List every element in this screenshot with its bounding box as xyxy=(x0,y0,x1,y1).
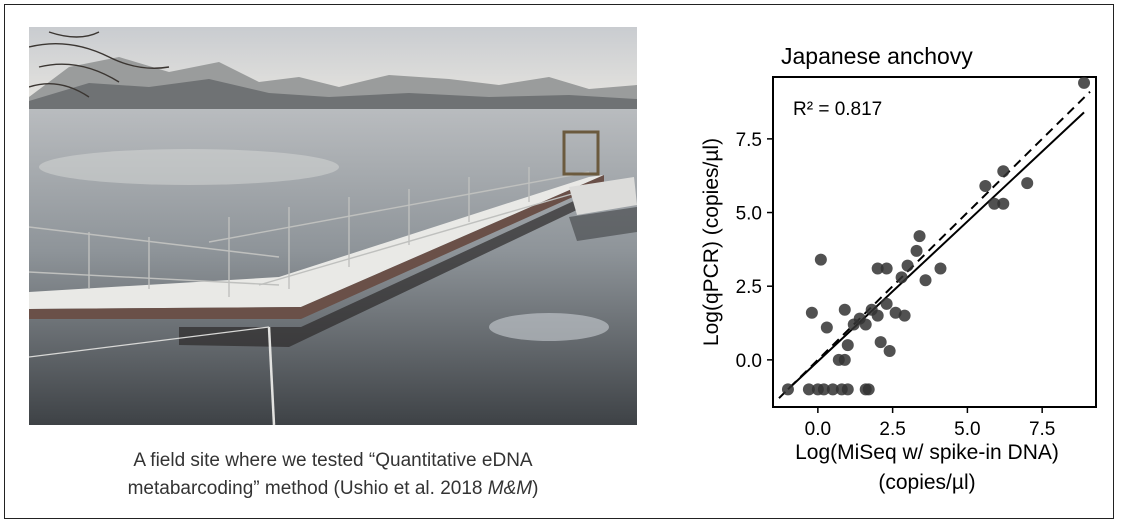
identity-dashed-line xyxy=(778,91,1091,399)
data-point xyxy=(988,197,1001,210)
y-tick-label: 7.5 xyxy=(736,130,762,151)
data-point xyxy=(841,339,854,352)
data-point xyxy=(880,262,893,275)
data-point xyxy=(838,353,851,366)
data-point xyxy=(874,336,887,349)
x-axis-label-line-1: Log(MiSeq w/ spike-in DNA) xyxy=(795,441,1059,464)
field-site-photo xyxy=(29,27,637,425)
y-tick-label: 0.0 xyxy=(736,351,762,372)
photo-caption: A field site where we tested “Quantitati… xyxy=(29,447,637,503)
data-point xyxy=(841,383,854,396)
data-point xyxy=(838,303,851,316)
data-point xyxy=(871,309,884,322)
data-point xyxy=(913,230,926,243)
figure-frame: A field site where we tested “Quantitati… xyxy=(4,4,1114,519)
caption-line-2-suffix: ) xyxy=(532,478,539,499)
data-point xyxy=(979,180,992,193)
caption-line-1: A field site where we tested “Quantitati… xyxy=(133,450,533,471)
data-point xyxy=(826,383,839,396)
data-point xyxy=(997,197,1010,210)
data-point xyxy=(820,321,833,334)
data-point xyxy=(934,262,947,275)
data-point xyxy=(883,345,896,358)
data-point xyxy=(802,383,815,396)
scatter-chart: Japanese anchovy 0.0 2.5 5.0 7.5 0.0 2.5 5.0 7… xyxy=(685,29,1105,509)
data-point xyxy=(901,259,914,272)
x-tick-label: 7.5 xyxy=(1029,419,1055,440)
plot-area xyxy=(772,76,1097,408)
caption-line-2: metabarcoding” method (Ushio et al. 2018… xyxy=(29,475,637,503)
data-point xyxy=(1021,177,1034,190)
data-point xyxy=(880,297,893,310)
r-squared-annotation: R² = 0.817 xyxy=(793,99,882,120)
data-point xyxy=(817,383,830,396)
data-point xyxy=(895,271,908,284)
data-point xyxy=(1078,76,1091,89)
x-tick-label: 2.5 xyxy=(879,419,905,440)
data-point xyxy=(781,383,794,396)
data-point xyxy=(805,306,818,319)
caption-journal: M&M xyxy=(487,478,533,499)
data-point xyxy=(919,274,932,287)
y-tick-label: 2.5 xyxy=(736,277,762,298)
x-axis-label-line-2: (copies/µl) xyxy=(878,471,975,494)
x-tick-label: 5.0 xyxy=(954,419,980,440)
data-point xyxy=(910,244,923,257)
data-point xyxy=(859,383,872,396)
x-tick-label: 0.0 xyxy=(805,419,831,440)
data-point xyxy=(898,309,911,322)
data-point xyxy=(997,165,1010,178)
y-tick-label: 5.0 xyxy=(736,204,762,225)
data-point xyxy=(814,253,827,266)
regression-line xyxy=(787,111,1085,391)
caption-line-2-prefix: metabarcoding” method (Ushio et al. 2018 xyxy=(127,478,488,499)
data-point xyxy=(859,318,872,331)
chart-title: Japanese anchovy xyxy=(781,43,973,69)
data-point xyxy=(871,262,884,275)
y-axis-label: Log(qPCR) (copies/µl) xyxy=(700,138,723,346)
